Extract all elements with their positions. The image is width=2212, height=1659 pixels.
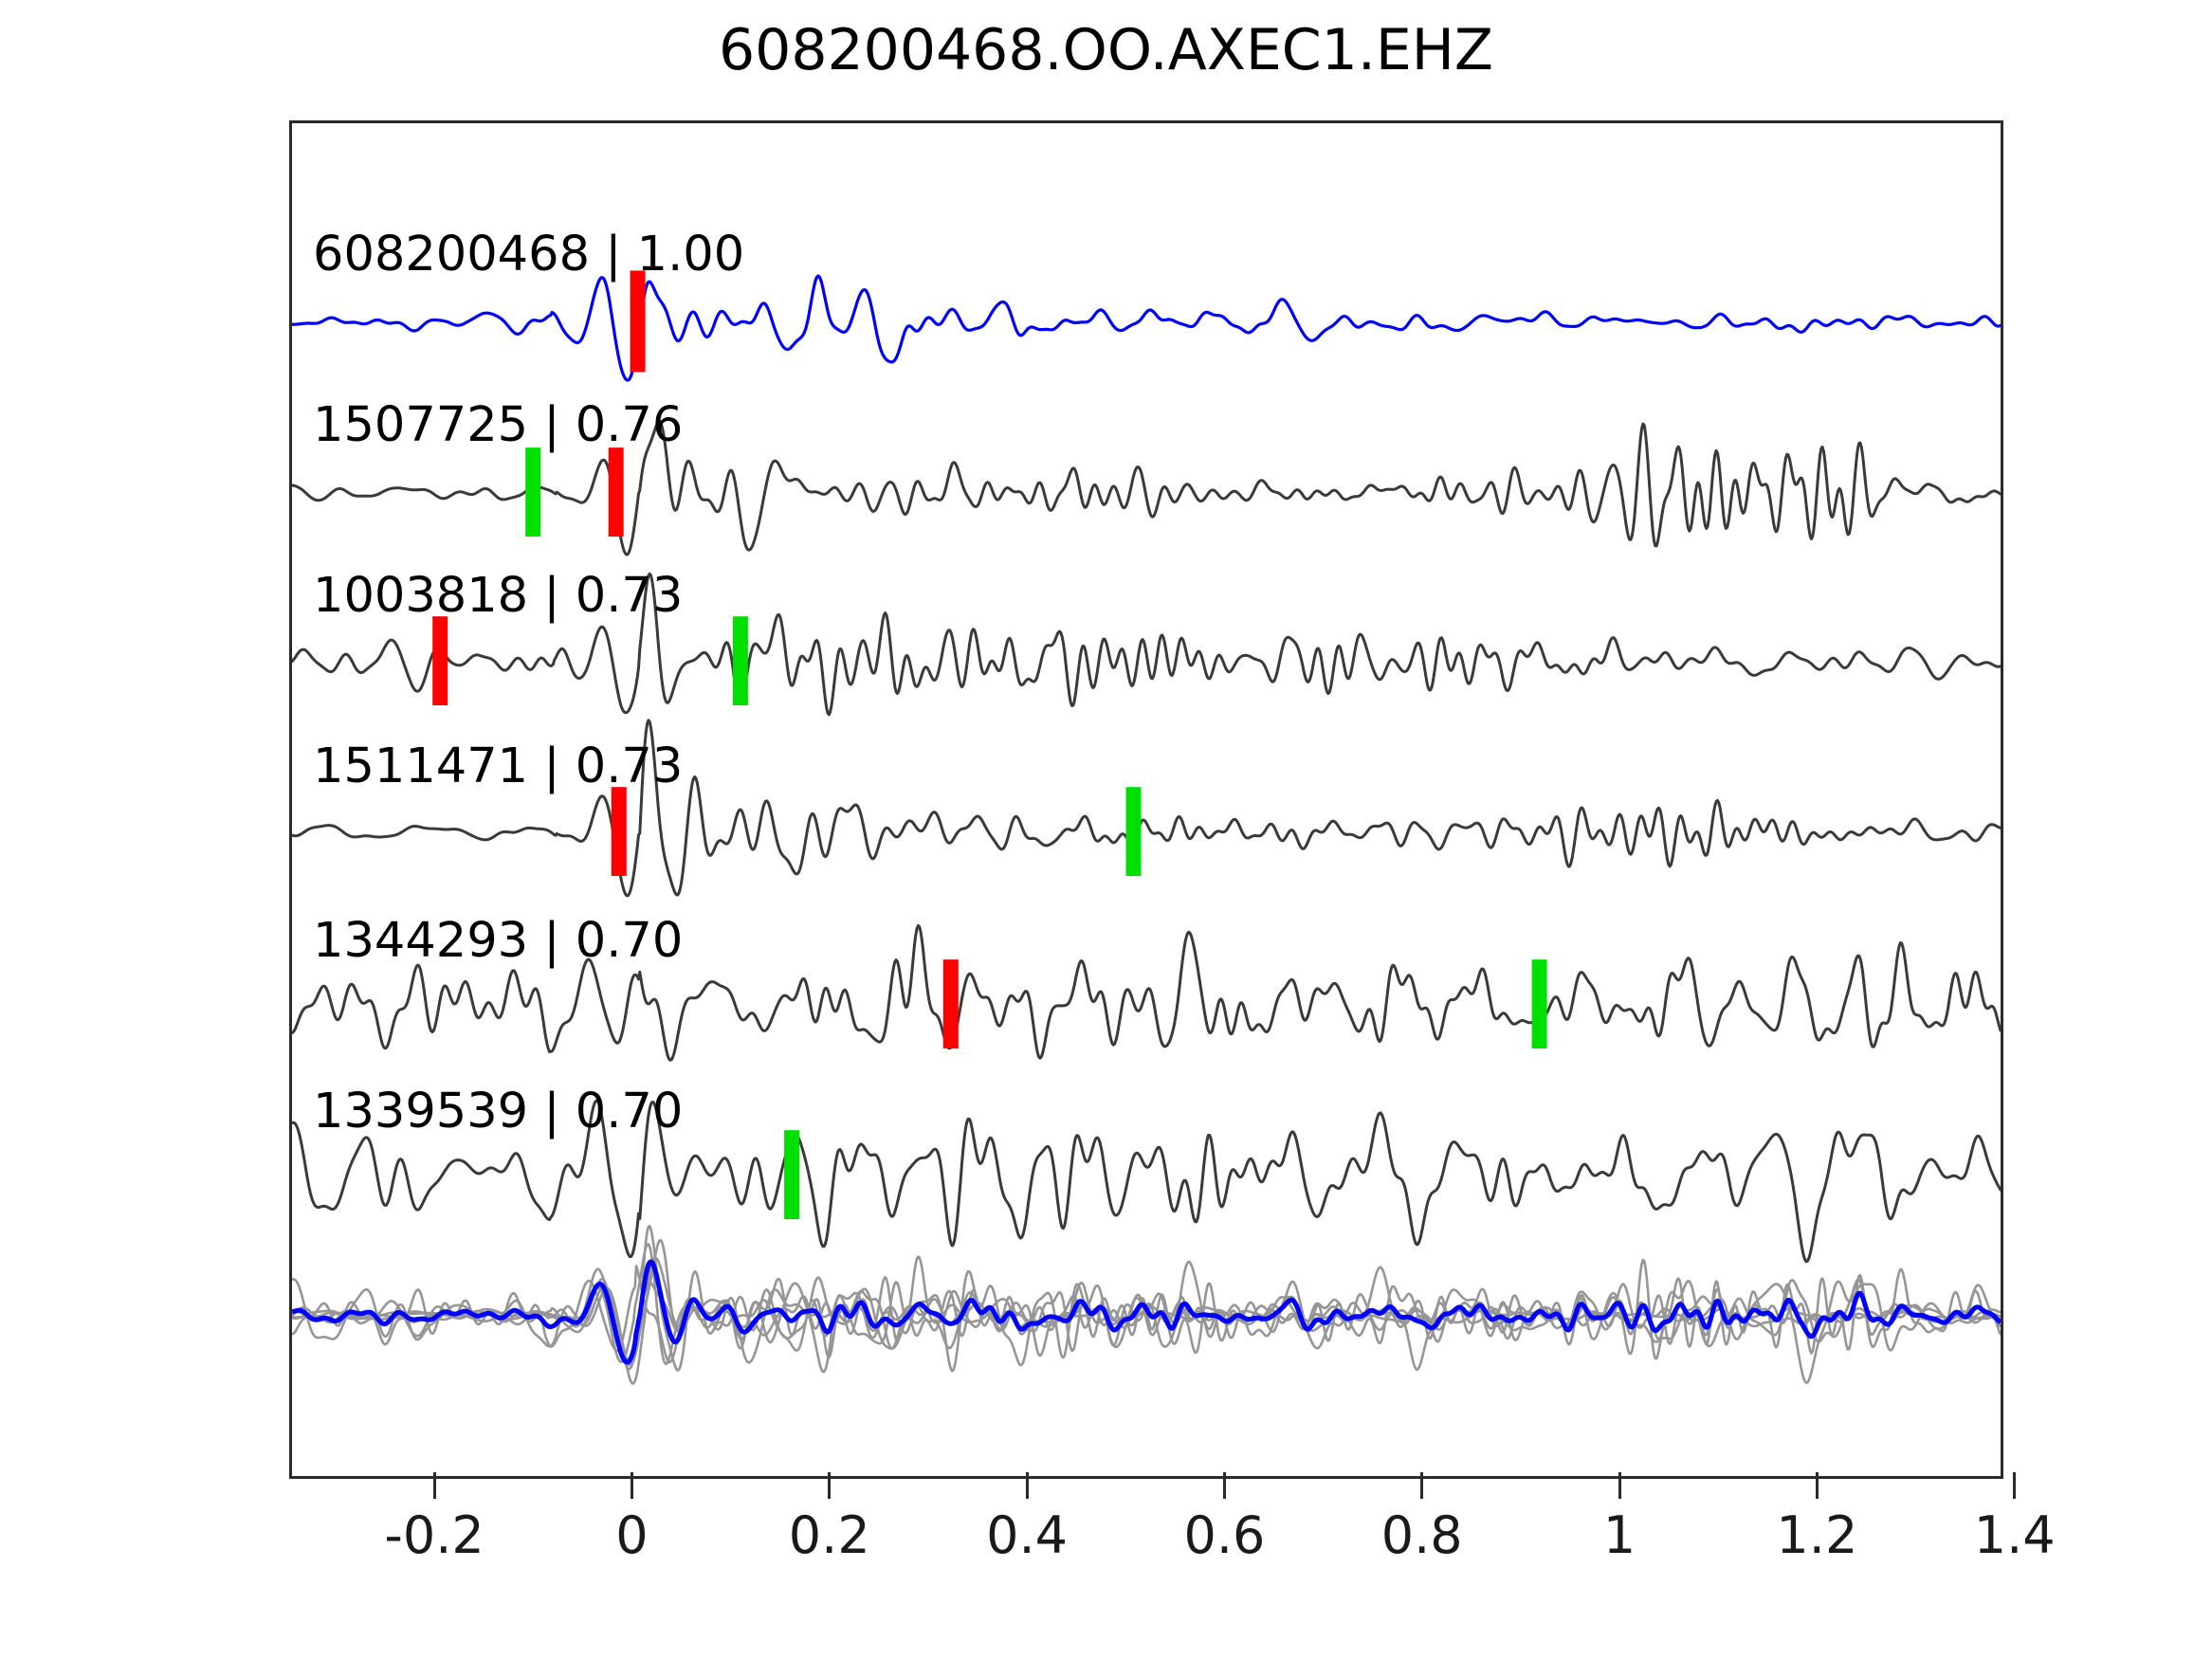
stacked-trace: [292, 1225, 2001, 1372]
waveform-trace: [292, 1099, 2001, 1264]
x-tick-mark: [1222, 1472, 1226, 1499]
plot-area: [289, 120, 2003, 1479]
stack-mean-trace: [292, 1259, 2001, 1365]
reference-marker: [525, 447, 541, 537]
trace-label: 1339539 | 0.70: [313, 1084, 684, 1139]
x-tick-label: 0: [615, 1505, 649, 1565]
x-axis-tick-labels: -0.2 0 0.2 0.4 0.6 0.8 1 1.2 1.4: [0, 1472, 2212, 1572]
trace-label: 608200468 | 1.00: [313, 227, 745, 283]
x-tick-mark: [2013, 1472, 2017, 1499]
x-tick-label: 0.8: [1380, 1505, 1463, 1565]
x-tick-label: 0.2: [788, 1505, 870, 1565]
x-tick-mark: [432, 1472, 436, 1499]
traces-group: [292, 274, 2001, 1385]
x-tick-mark: [1815, 1472, 1819, 1499]
x-tick-mark: [828, 1472, 832, 1499]
waveform-trace: [292, 420, 2001, 556]
reference-marker: [732, 616, 748, 705]
x-tick-label: -0.2: [384, 1505, 484, 1565]
waveform-trace: [292, 274, 2001, 382]
trace-label: 1507725 | 0.76: [313, 397, 684, 453]
reference-marker: [1125, 787, 1142, 876]
x-tick-mark: [1420, 1472, 1424, 1499]
pick-marker: [611, 787, 627, 876]
waveform-trace: [292, 923, 2001, 1062]
x-tick-label: 0.4: [986, 1505, 1069, 1565]
x-tick-mark: [1025, 1472, 1029, 1499]
trace-label: 1003818 | 0.73: [313, 568, 684, 624]
reference-marker: [784, 1130, 800, 1219]
waveform-canvas: [292, 270, 2001, 1385]
pick-marker: [942, 959, 959, 1048]
pick-marker: [630, 270, 646, 373]
reference-marker: [1531, 959, 1547, 1048]
pick-marker: [608, 447, 624, 537]
pick-marker: [432, 616, 448, 705]
x-tick-label: 1: [1602, 1505, 1636, 1565]
x-tick-mark: [1618, 1472, 1621, 1499]
x-tick-label: 1.4: [1973, 1505, 2056, 1565]
trace-label: 1344293 | 0.70: [313, 913, 684, 969]
page-title: 608200468.OO.AXEC1.EHZ: [718, 17, 1494, 83]
markers-group: [432, 270, 1547, 1219]
x-tick-mark: [630, 1472, 633, 1499]
waveform-trace: [292, 719, 2001, 898]
x-tick-label: 1.2: [1776, 1505, 1858, 1565]
x-tick-label: 0.6: [1183, 1505, 1266, 1565]
trace-label: 1511471 | 0.73: [313, 738, 684, 794]
waveform-trace: [292, 572, 2001, 717]
